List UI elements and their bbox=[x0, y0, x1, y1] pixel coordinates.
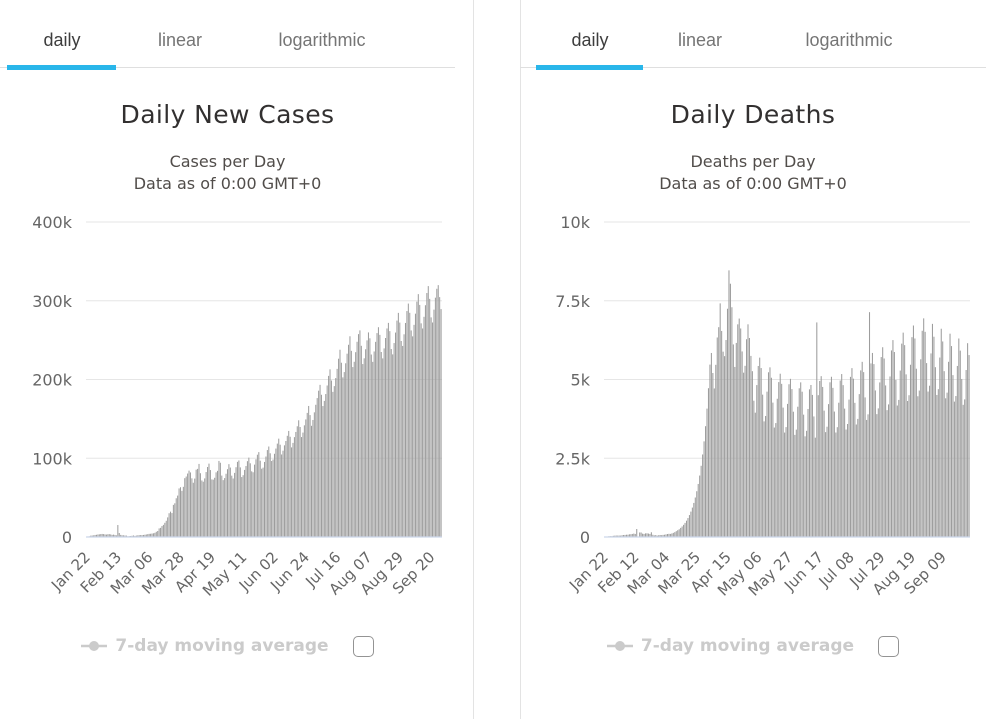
panel-divider-right bbox=[520, 0, 521, 719]
legend-checkbox[interactable] bbox=[352, 635, 374, 657]
tab-linear[interactable]: linear bbox=[157, 30, 203, 50]
svg-text:100k: 100k bbox=[32, 449, 73, 468]
svg-text:400k: 400k bbox=[32, 213, 73, 232]
chart-title: Daily Deaths bbox=[670, 100, 836, 129]
subtitle-line2: Data as of 0:00 GMT+0 bbox=[133, 174, 322, 193]
active-tab-underline bbox=[7, 65, 116, 70]
deaths-chart-legend: 7-day moving average bbox=[520, 632, 986, 660]
svg-text:200k: 200k bbox=[32, 371, 73, 390]
chart-title: Daily New Cases bbox=[120, 100, 335, 129]
svg-text:0: 0 bbox=[580, 528, 590, 547]
moving-average-line-marker-icon[interactable] bbox=[606, 640, 633, 652]
tab-logarithmic[interactable]: logarithmic bbox=[278, 30, 366, 50]
svg-text:5k: 5k bbox=[571, 371, 591, 390]
svg-text:300k: 300k bbox=[32, 292, 73, 311]
subtitle-line2: Data as of 0:00 GMT+0 bbox=[659, 174, 847, 193]
daily-cases-panel: daily linear logarithmic Daily New Cases… bbox=[0, 0, 455, 719]
cases-chart-legend: 7-day moving average bbox=[0, 632, 455, 660]
subtitle-line1: Cases per Day bbox=[169, 152, 286, 171]
svg-text:Jul 08: Jul 08 bbox=[815, 548, 858, 591]
panel-divider-left bbox=[473, 0, 474, 719]
legend-checkbox[interactable] bbox=[878, 635, 900, 657]
chart-subtitle: Deaths per Day Data as of 0:00 GMT+0 bbox=[520, 151, 986, 195]
tab-daily[interactable]: daily bbox=[571, 30, 609, 50]
tab-logarithmic[interactable]: logarithmic bbox=[805, 30, 893, 50]
legend-label[interactable]: 7-day moving average bbox=[640, 636, 855, 656]
active-tab-underline bbox=[536, 65, 643, 70]
subtitle-line1: Deaths per Day bbox=[690, 152, 816, 171]
svg-text:7.5k: 7.5k bbox=[555, 292, 590, 311]
svg-text:2.5k: 2.5k bbox=[555, 449, 590, 468]
tab-linear[interactable]: linear bbox=[677, 30, 723, 50]
chart-subtitle: Cases per Day Data as of 0:00 GMT+0 bbox=[0, 151, 455, 195]
daily-deaths-panel: daily linear logarithmic Daily Deaths De… bbox=[520, 0, 986, 719]
cases-chart-tabbar: daily linear logarithmic bbox=[0, 20, 455, 70]
deaths-chart-tabbar: daily linear logarithmic bbox=[520, 20, 986, 70]
legend-label[interactable]: 7-day moving average bbox=[115, 636, 329, 656]
svg-text:10k: 10k bbox=[560, 213, 590, 232]
tab-daily[interactable]: daily bbox=[43, 30, 81, 50]
moving-average-line-marker-icon[interactable] bbox=[81, 640, 108, 652]
svg-text:0: 0 bbox=[62, 528, 72, 547]
